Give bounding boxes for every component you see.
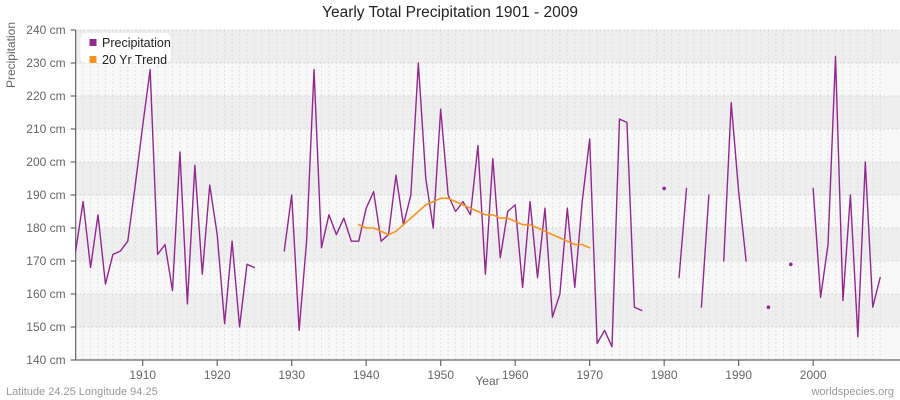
svg-text:170 cm: 170 cm <box>26 254 65 268</box>
svg-text:Precipitation: Precipitation <box>102 36 171 50</box>
svg-text:180 cm: 180 cm <box>26 221 65 235</box>
svg-text:140 cm: 140 cm <box>26 353 65 367</box>
svg-text:240 cm: 240 cm <box>26 23 65 37</box>
svg-text:160 cm: 160 cm <box>26 287 65 301</box>
svg-text:230 cm: 230 cm <box>26 56 65 70</box>
svg-text:20 Yr Trend: 20 Yr Trend <box>102 53 167 67</box>
svg-text:150 cm: 150 cm <box>26 320 65 334</box>
svg-text:190 cm: 190 cm <box>26 188 65 202</box>
svg-text:210 cm: 210 cm <box>26 122 65 136</box>
svg-text:220 cm: 220 cm <box>26 89 65 103</box>
svg-text:200 cm: 200 cm <box>26 155 65 169</box>
